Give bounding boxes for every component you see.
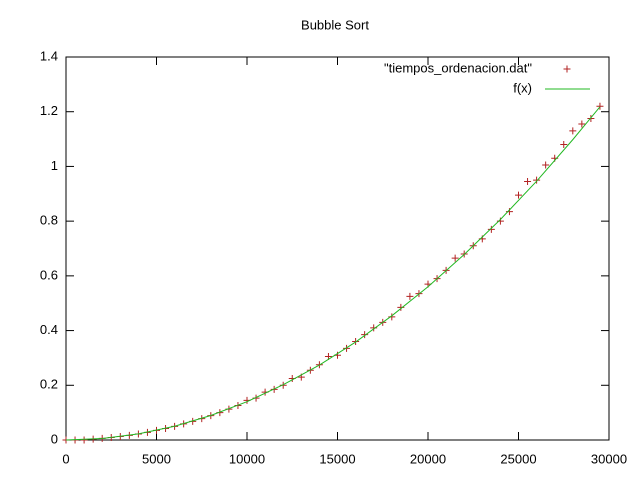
data-point — [596, 102, 604, 110]
x-tick-label: 25000 — [500, 451, 536, 466]
data-point — [524, 177, 532, 185]
data-point — [397, 303, 405, 311]
legend-label: "tiempos_ordenacion.dat" — [384, 60, 532, 75]
x-tick-label: 10000 — [229, 451, 265, 466]
data-point — [487, 225, 495, 233]
y-tick-label: 0 — [51, 431, 58, 446]
legend-marker — [563, 65, 571, 73]
data-point — [451, 254, 459, 262]
x-tick-label: 20000 — [410, 451, 446, 466]
y-tick-label: 0.2 — [40, 377, 58, 392]
legend-label: f(x) — [513, 80, 532, 95]
data-point — [542, 161, 550, 169]
y-tick-label: 1 — [51, 158, 58, 173]
data-point — [587, 115, 595, 123]
data-point — [533, 176, 541, 184]
data-point — [569, 127, 577, 135]
y-tick-label: 0.6 — [40, 267, 58, 282]
chart-title: Bubble Sort — [301, 17, 369, 32]
y-tick-label: 1.2 — [40, 103, 58, 118]
plot-frame — [65, 56, 610, 441]
y-tick-label: 1.4 — [40, 48, 58, 63]
x-tick-label: 0 — [62, 451, 69, 466]
y-tick-label: 0.4 — [40, 322, 58, 337]
data-point — [505, 208, 513, 216]
data-point — [496, 217, 504, 225]
data-point — [361, 331, 369, 339]
x-tick-label: 5000 — [142, 451, 171, 466]
data-point — [515, 191, 522, 199]
data-point — [406, 292, 414, 300]
y-tick-label: 0.8 — [40, 213, 58, 228]
x-tick-label: 30000 — [591, 451, 627, 466]
data-point — [80, 436, 88, 444]
x-tick-label: 15000 — [319, 451, 355, 466]
data-point — [578, 120, 586, 128]
fit-line — [65, 106, 601, 441]
data-point — [560, 141, 568, 149]
